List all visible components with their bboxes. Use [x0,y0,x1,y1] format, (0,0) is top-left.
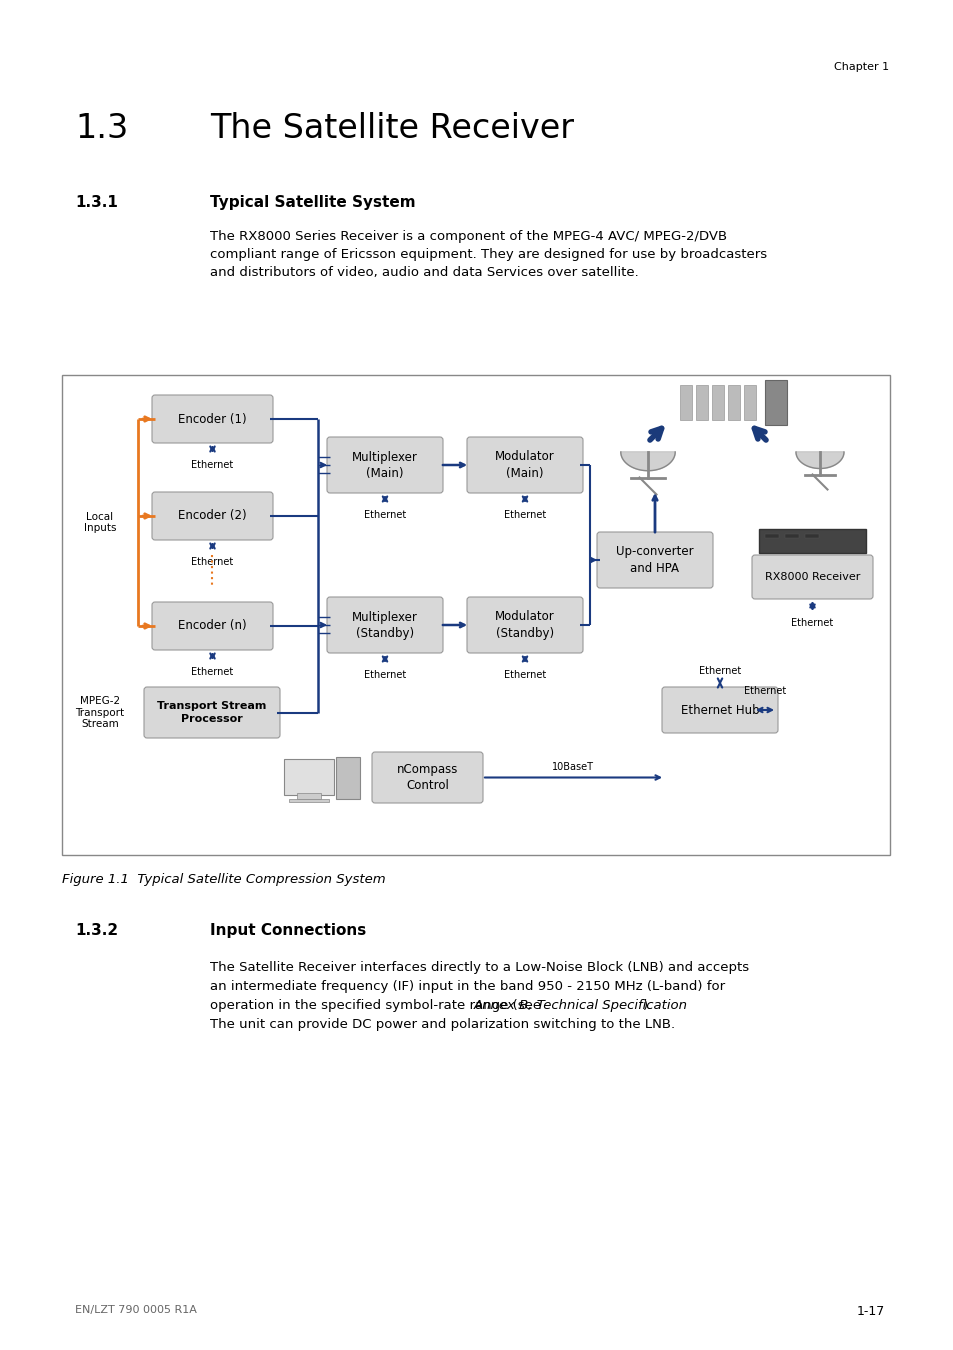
Text: Encoder (n): Encoder (n) [178,620,247,633]
Text: 10BaseT: 10BaseT [551,761,593,771]
Text: Transport Stream
Processor: Transport Stream Processor [157,701,267,724]
Bar [296,792,320,799]
Bar [764,535,779,539]
Text: operation in the specified symbol-rate range (see: operation in the specified symbol-rate r… [210,999,545,1012]
Text: Ethernet: Ethernet [503,670,545,680]
FancyBboxPatch shape [327,437,442,493]
Text: Figure 1.1  Typical Satellite Compression System: Figure 1.1 Typical Satellite Compression… [62,873,385,886]
Bar [696,385,707,420]
Text: Ethernet Hub: Ethernet Hub [680,703,759,717]
Text: MPEG-2
Transport
Stream: MPEG-2 Transport Stream [75,695,125,729]
FancyBboxPatch shape [372,752,482,803]
FancyBboxPatch shape [152,491,273,540]
Bar [679,385,691,420]
Text: The Satellite Receiver: The Satellite Receiver [210,112,574,144]
Text: The unit can provide DC power and polarization switching to the LNB.: The unit can provide DC power and polari… [210,1018,675,1031]
Text: Encoder (2): Encoder (2) [178,509,247,522]
Text: Up-converter
and HPA: Up-converter and HPA [616,545,693,575]
Text: Annex B, Technical Specification: Annex B, Technical Specification [474,999,687,1012]
Text: 1.3.2: 1.3.2 [75,923,118,938]
FancyBboxPatch shape [284,759,334,795]
Text: Local
Inputs: Local Inputs [84,512,116,533]
FancyBboxPatch shape [152,396,273,443]
Text: Typical Satellite System: Typical Satellite System [210,194,416,211]
Text: Chapter 1: Chapter 1 [833,62,888,72]
FancyBboxPatch shape [152,602,273,649]
Text: EN/LZT 790 0005 R1A: EN/LZT 790 0005 R1A [75,1305,196,1315]
Text: 1.3: 1.3 [75,112,128,144]
Bar [289,799,329,802]
FancyBboxPatch shape [335,757,359,799]
Text: Ethernet: Ethernet [743,686,785,697]
Text: an intermediate frequency (IF) input in the band 950 - 2150 MHz (L-band) for: an intermediate frequency (IF) input in … [210,980,724,994]
FancyBboxPatch shape [597,532,712,589]
Text: ).: ). [642,999,652,1012]
Bar [727,385,740,420]
Text: Multiplexer
(Main): Multiplexer (Main) [352,451,417,479]
Text: Input Connections: Input Connections [210,923,366,938]
Text: Modulator
(Main): Modulator (Main) [495,451,555,479]
FancyBboxPatch shape [751,555,872,599]
Text: nCompass
Control: nCompass Control [396,763,457,792]
Text: Ethernet: Ethernet [699,666,740,676]
Text: 1-17: 1-17 [856,1305,884,1318]
FancyBboxPatch shape [467,437,582,493]
Text: compliant range of Ericsson equipment. They are designed for use by broadcasters: compliant range of Ericsson equipment. T… [210,248,766,261]
FancyBboxPatch shape [327,597,442,653]
Text: Ethernet: Ethernet [192,460,233,470]
FancyBboxPatch shape [62,375,889,855]
Text: Ethernet: Ethernet [791,618,833,628]
Bar [784,535,799,539]
Bar [764,379,786,425]
FancyBboxPatch shape [467,597,582,653]
Text: 1.3.1: 1.3.1 [75,194,118,211]
Text: Ethernet: Ethernet [363,510,406,520]
Text: Ethernet: Ethernet [503,510,545,520]
Text: Ethernet: Ethernet [192,558,233,567]
Polygon shape [620,452,675,471]
FancyBboxPatch shape [661,687,778,733]
Text: Multiplexer
(Standby): Multiplexer (Standby) [352,610,417,640]
Text: and distributors of video, audio and data Services over satellite.: and distributors of video, audio and dat… [210,266,639,279]
Text: The RX8000 Series Receiver is a component of the MPEG-4 AVC/ MPEG-2/DVB: The RX8000 Series Receiver is a componen… [210,230,726,243]
Bar [711,385,723,420]
Bar [804,535,818,539]
Text: The Satellite Receiver interfaces directly to a Low-Noise Block (LNB) and accept: The Satellite Receiver interfaces direct… [210,961,748,973]
FancyBboxPatch shape [759,529,865,554]
FancyBboxPatch shape [144,687,280,738]
Text: Encoder (1): Encoder (1) [178,413,247,425]
Text: RX8000 Receiver: RX8000 Receiver [764,572,860,582]
Text: Ethernet: Ethernet [363,670,406,680]
Text: Modulator
(Standby): Modulator (Standby) [495,610,555,640]
Text: Ethernet: Ethernet [192,667,233,676]
Polygon shape [795,452,843,468]
Bar [743,385,755,420]
